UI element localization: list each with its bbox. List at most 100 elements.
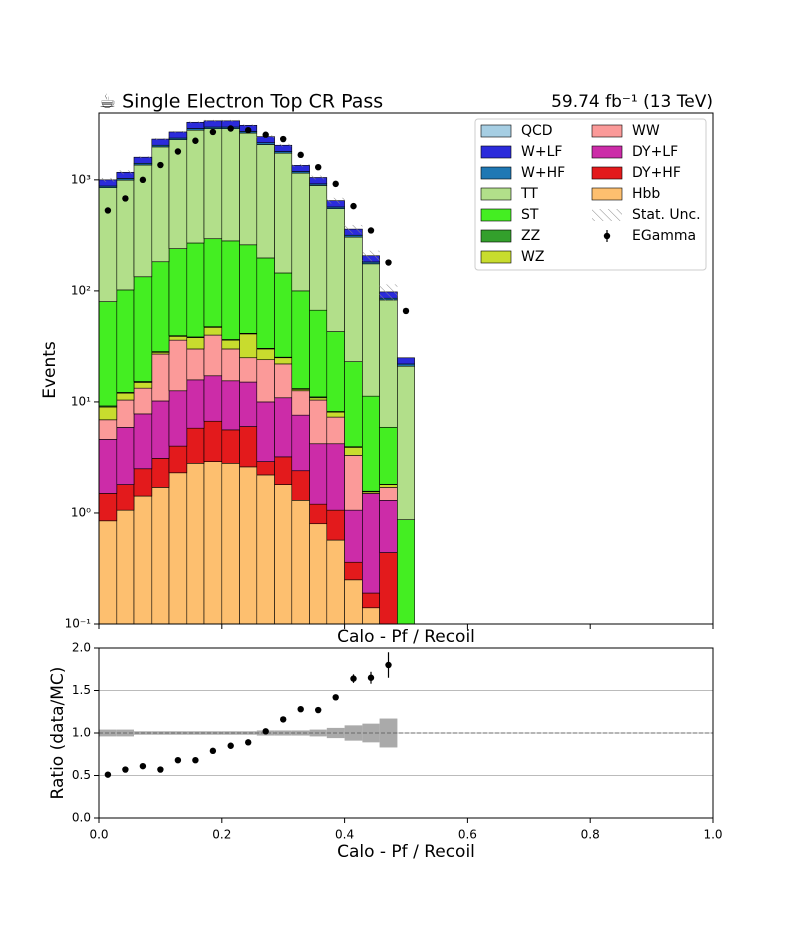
x-tick-label: 0.0 xyxy=(89,828,108,842)
ratio-point xyxy=(122,766,128,772)
stat-unc-band xyxy=(222,731,240,734)
legend-swatch xyxy=(481,251,511,263)
legend-label: Hbb xyxy=(632,186,660,202)
legend-swatch xyxy=(592,188,622,200)
bar-segment xyxy=(257,258,275,348)
bar-segment xyxy=(99,420,117,440)
bar-segment xyxy=(222,349,240,381)
stat-unc-band xyxy=(117,170,134,174)
bar-segment xyxy=(380,487,398,500)
ratio-point xyxy=(297,706,303,712)
stat-unc-band xyxy=(99,178,117,182)
bar-segment xyxy=(204,129,222,239)
data-point xyxy=(192,138,198,144)
y-tick-label: 1.0 xyxy=(72,726,91,740)
bar-segment xyxy=(240,427,257,467)
bar-segment xyxy=(187,130,204,243)
y-axis-label: Events xyxy=(40,341,60,399)
bar-segment xyxy=(292,471,310,501)
ratio-point xyxy=(245,739,251,745)
bar-segment xyxy=(187,338,204,349)
y-tick-label: 0.5 xyxy=(72,768,91,782)
bar-segment xyxy=(380,427,398,484)
bar-segment xyxy=(99,439,117,493)
y-tick-label: 0.0 xyxy=(72,811,91,825)
ratio-point xyxy=(280,716,286,722)
bar-segment xyxy=(327,510,345,540)
bar-segment xyxy=(204,335,222,376)
stat-unc-band xyxy=(240,124,257,126)
bar-segment xyxy=(380,485,398,488)
ratio-point xyxy=(210,748,216,754)
data-point xyxy=(140,177,146,183)
bar-segment xyxy=(117,485,134,511)
legend-label: W+HF xyxy=(521,165,565,181)
stat-unc-band xyxy=(275,144,292,147)
y-tick-label: 10¹ xyxy=(71,394,91,408)
bar-segment xyxy=(117,400,134,427)
bar-segment xyxy=(345,510,363,562)
legend-swatch xyxy=(604,233,610,239)
bar-segment xyxy=(397,366,414,519)
legend-swatch xyxy=(592,125,622,137)
bar-segment xyxy=(222,241,240,340)
data-point xyxy=(368,227,374,233)
bar-segment xyxy=(310,398,327,400)
bar-segment xyxy=(99,493,117,520)
bar-segment xyxy=(99,302,117,406)
bar-segment xyxy=(257,360,275,402)
chart-title: ☕ Single Electron Top CR Pass xyxy=(99,91,383,113)
bar-segment xyxy=(169,140,187,249)
x-tick-label: 0.6 xyxy=(458,828,477,842)
bar-segment xyxy=(327,417,345,444)
ratio-point xyxy=(192,757,198,763)
data-point xyxy=(385,259,391,265)
bar-segment xyxy=(134,469,152,496)
data-point xyxy=(157,162,163,168)
bar-segment xyxy=(345,455,363,510)
ratio-point xyxy=(350,675,356,681)
bar-segment xyxy=(275,364,292,398)
legend-swatch xyxy=(592,167,622,179)
legend-swatch xyxy=(481,125,511,137)
bar-segment xyxy=(292,173,310,291)
bar-segment xyxy=(240,133,257,245)
bar-segment xyxy=(187,349,204,380)
legend: QCDW+LFW+HFTTSTZZWZWWDY+LFDY+HFHbbStat. … xyxy=(475,119,706,270)
data-point xyxy=(245,127,251,133)
y-tick-label: 10⁰ xyxy=(71,505,91,519)
bar-segment xyxy=(397,358,414,364)
y-tick-label: 10² xyxy=(71,283,91,297)
legend-label: QCD xyxy=(521,123,553,139)
bar-segment xyxy=(345,362,363,447)
stat-unc-band xyxy=(345,225,363,234)
bar-segment xyxy=(292,415,310,471)
stat-unc-band xyxy=(275,730,292,735)
bar-segment xyxy=(310,185,327,310)
legend-label: WZ xyxy=(521,249,544,265)
bar-segment xyxy=(275,153,292,273)
ratio-point xyxy=(368,675,374,681)
bar-segment xyxy=(240,334,257,358)
stat-unc-band xyxy=(380,284,398,301)
ratio-point xyxy=(332,694,338,700)
bar-segment xyxy=(169,340,187,391)
data-point xyxy=(280,136,286,142)
bar-segment xyxy=(257,462,275,475)
legend-label: EGamma xyxy=(632,228,696,244)
x-tick-label: 0.2 xyxy=(212,828,231,842)
ratio-point xyxy=(385,662,391,668)
stat-unc-band xyxy=(187,121,204,123)
data-point xyxy=(332,181,338,187)
bar-segment xyxy=(134,388,152,414)
bar-segment xyxy=(327,444,345,510)
bar-segment xyxy=(187,243,204,337)
bar-segment xyxy=(240,358,257,382)
ratio-point xyxy=(263,728,269,734)
legend-swatch xyxy=(481,167,511,179)
data-point xyxy=(105,207,111,213)
x-tick-label: 1.0 xyxy=(703,828,722,842)
bar-segment xyxy=(345,237,363,362)
y-tick-label: 2.0 xyxy=(72,641,91,655)
